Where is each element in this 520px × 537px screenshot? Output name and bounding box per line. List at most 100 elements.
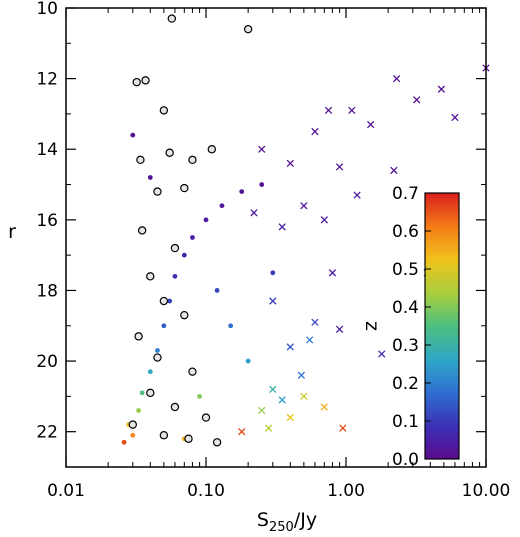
scatter-cross — [392, 74, 401, 83]
scatter-cross — [269, 297, 277, 305]
scatter-open-circle — [207, 145, 216, 154]
scatter-cross — [320, 403, 328, 411]
colorbar-tick-label: 0.3 — [392, 336, 419, 356]
x-tick-label: 0.10 — [187, 481, 225, 501]
scatter-open-circle — [201, 413, 211, 422]
scatter-dot — [181, 252, 187, 258]
scatter-open-circle — [184, 434, 193, 443]
scatter-cross — [311, 127, 319, 136]
scatter-dot — [130, 432, 136, 438]
scatter-open-circle — [188, 367, 197, 376]
scatter-dot — [197, 393, 202, 399]
scatter-cross — [339, 424, 347, 432]
plot-frame — [65, 7, 487, 468]
scatter-cross — [413, 96, 421, 104]
scatter-cross — [366, 120, 375, 129]
y-tick-label: 14 — [36, 140, 58, 160]
scatter-cross — [335, 325, 344, 333]
scatter-dot — [167, 298, 173, 304]
scatter-open-circle — [153, 353, 162, 362]
scatter-dot — [161, 323, 167, 329]
scatter-open-circle — [136, 155, 145, 165]
scatter-dot — [130, 132, 136, 138]
scatter-dot — [190, 235, 195, 240]
scatter-cross — [305, 336, 314, 344]
scatter-open-circle — [167, 14, 177, 23]
scatter-cross — [437, 85, 446, 93]
colorbar-tick-label: 0.5 — [392, 260, 419, 280]
scatter-cross — [311, 318, 319, 326]
scatter-open-circle — [134, 332, 143, 341]
y-axis-label: r — [8, 221, 16, 243]
y-tick-label: 10 — [36, 0, 58, 19]
scatter-cross — [286, 343, 294, 351]
x-tick-label: 0.01 — [47, 481, 85, 501]
scatter-cross — [328, 269, 337, 277]
scatter-open-circle — [153, 187, 162, 196]
scatter-dot — [245, 358, 251, 364]
scatter-open-circle — [180, 183, 189, 193]
scatter-open-circle — [159, 296, 169, 306]
scatter-cross — [278, 396, 286, 404]
scatter-open-circle — [243, 24, 253, 34]
scatter-dot — [228, 323, 234, 329]
x-axis-label-main: S — [257, 509, 269, 531]
scatter-open-circle — [170, 243, 180, 253]
scatter-dot — [259, 182, 265, 187]
scatter-cross — [286, 159, 294, 168]
x-axis-label: S250/Jy — [257, 509, 317, 535]
scatter-open-circle — [146, 272, 155, 281]
y-tick-label: 16 — [36, 211, 58, 231]
colorbar-tick-label: 0.4 — [392, 298, 419, 318]
scatter-cross — [278, 223, 286, 231]
plot-points — [121, 14, 490, 447]
scatter-cross — [390, 166, 398, 175]
x-tick-labels: 0.01 0.10 1.00 10.00 — [47, 481, 510, 501]
scatter-dot — [214, 288, 220, 293]
scatter-open-circle — [170, 402, 180, 412]
scatter-cross — [297, 371, 306, 379]
colorbar-tick-label: 0.0 — [392, 450, 419, 470]
scatter-dot — [155, 348, 160, 353]
scatter-cross — [324, 106, 333, 115]
scatter-open-circle — [159, 431, 169, 440]
x-tick-label: 10.00 — [462, 481, 511, 501]
scatter-cross — [286, 413, 294, 422]
colorbar-tick-label: 0.7 — [392, 184, 419, 204]
scatter-dot — [203, 217, 209, 223]
colorbar-tick-label: 0.6 — [392, 222, 419, 242]
scatter-cross — [258, 145, 266, 153]
scatter-cross — [264, 424, 273, 432]
scatter-cross — [348, 106, 356, 115]
y-tick-label: 12 — [36, 70, 58, 90]
colorbar-tick-label: 0.2 — [392, 374, 419, 394]
scatter-open-circle — [159, 106, 169, 115]
scatter-cross — [238, 428, 246, 436]
scatter-dot — [172, 273, 178, 279]
scatter-open-circle — [146, 388, 155, 398]
scatter-open-circle — [212, 438, 222, 447]
colorbar-tick-label: 0.1 — [392, 412, 419, 432]
scatter-dot — [147, 175, 153, 180]
scatter-open-circle — [165, 148, 174, 157]
x-axis-label-unit: /Jy — [294, 509, 317, 531]
scatter-dot — [136, 408, 141, 413]
y-tick-label: 18 — [36, 281, 58, 301]
scatter-open-circle — [137, 226, 147, 235]
scatter-cross — [353, 191, 361, 199]
colorbar — [424, 192, 460, 460]
x-tick-label: 1.00 — [327, 481, 365, 501]
axis-ticks — [65, 7, 487, 468]
y-tick-labels: 10 12 14 16 18 20 22 — [36, 0, 58, 443]
scatter-dot — [121, 439, 127, 445]
colorbar-ticks: 0.0 0.1 0.2 0.3 0.4 0.5 0.6 0.7 — [392, 184, 431, 470]
scatter-open-circle — [180, 310, 189, 320]
scatter-cross — [250, 209, 258, 217]
scatter-cross — [258, 406, 266, 415]
scatter-cross — [378, 350, 386, 358]
scatter-cross — [335, 163, 344, 171]
scatter-open-circle — [128, 420, 137, 429]
scatter-dot — [270, 270, 276, 276]
scatter-open-circle — [188, 155, 197, 165]
